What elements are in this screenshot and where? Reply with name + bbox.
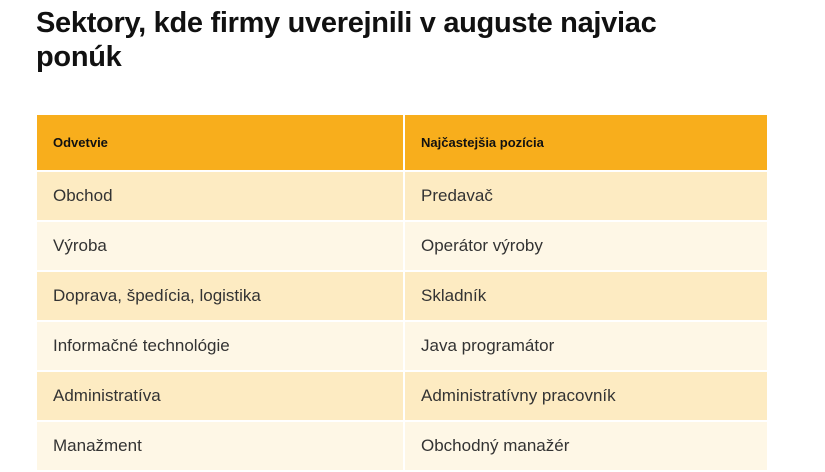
cell-position: Operátor výroby: [403, 222, 767, 270]
table-row: Manažment Obchodný manažér: [37, 422, 767, 470]
table-row: Administratíva Administratívny pracovník: [37, 372, 767, 420]
cell-position: Java programátor: [403, 322, 767, 370]
table-row: Doprava, špedícia, logistika Skladník: [37, 272, 767, 320]
cell-sector: Obchod: [37, 172, 403, 220]
table-row: Obchod Predavač: [37, 172, 767, 220]
cell-position: Skladník: [403, 272, 767, 320]
cell-sector: Informačné technológie: [37, 322, 403, 370]
column-header-position: Najčastejšia pozícia: [403, 115, 767, 170]
sector-table: Odvetvie Najčastejšia pozícia Obchod Pred…: [37, 113, 767, 472]
table-row: Výroba Operátor výroby: [37, 222, 767, 270]
table-row: Informačné technológie Java programátor: [37, 322, 767, 370]
cell-position: Administratívny pracovník: [403, 372, 767, 420]
cell-sector: Manažment: [37, 422, 403, 470]
cell-sector: Administratíva: [37, 372, 403, 420]
cell-position: Obchodný manažér: [403, 422, 767, 470]
cell-position: Predavač: [403, 172, 767, 220]
table-header-row: Odvetvie Najčastejšia pozícia: [37, 115, 767, 170]
cell-sector: Výroba: [37, 222, 403, 270]
chart-title: Sektory, kde firmy uverejnili v auguste …: [36, 7, 657, 73]
cell-sector: Doprava, špedícia, logistika: [37, 272, 403, 320]
column-header-sector: Odvetvie: [37, 115, 403, 170]
